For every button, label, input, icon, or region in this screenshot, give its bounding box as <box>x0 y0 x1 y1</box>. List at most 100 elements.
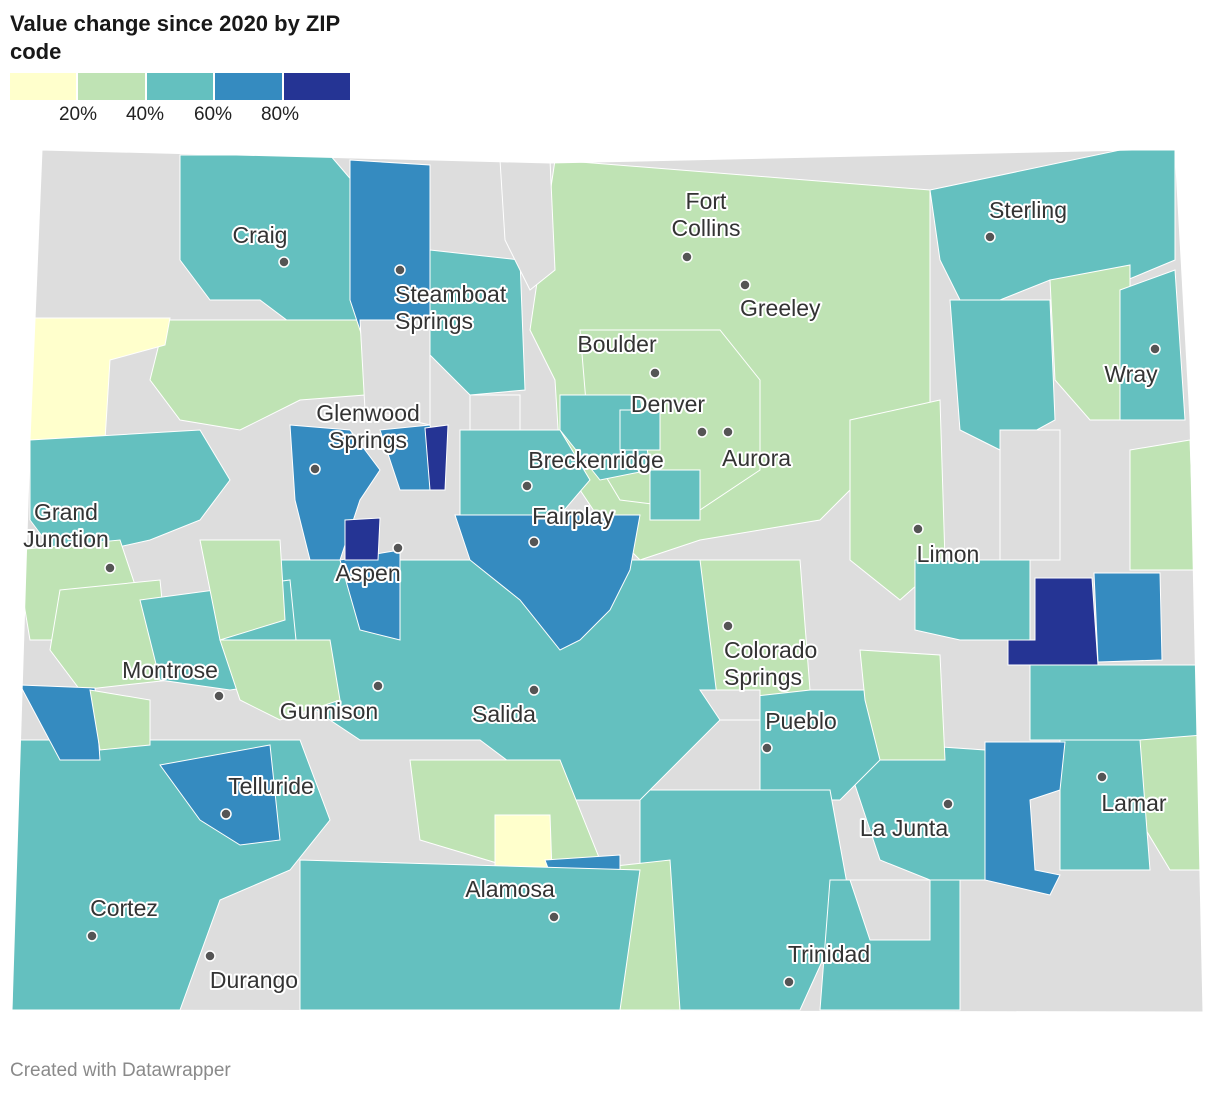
legend-swatches <box>10 73 351 100</box>
city-dot <box>86 930 98 942</box>
city-dot <box>521 480 533 492</box>
city-label: Greeley <box>740 295 821 321</box>
city-sterling: Sterling <box>984 195 1069 243</box>
city-label: Cortez <box>90 895 158 921</box>
city-label: Denver <box>631 391 705 417</box>
no-data-area <box>699 689 761 721</box>
city-label: Durango <box>210 967 298 993</box>
city-breckenridge: Breckenridge <box>521 445 666 492</box>
zip-region <box>199 539 286 641</box>
city-label: Glenwood Springs <box>316 400 420 453</box>
city-grand-junction: Grand Junction <box>21 497 116 574</box>
legend-swatch <box>146 73 214 100</box>
zip-regions <box>12 149 1203 1012</box>
no-data-area <box>469 394 521 431</box>
no-data-area <box>999 429 1061 561</box>
city-label: Aspen <box>335 560 400 586</box>
zip-region <box>649 469 701 521</box>
city-dot <box>372 680 384 692</box>
legend-tick-label: 20% <box>58 104 98 125</box>
zip-region <box>1093 572 1163 663</box>
city-dot <box>696 426 708 438</box>
city-label: Sterling <box>989 197 1067 223</box>
city-fairplay: Fairplay <box>528 501 616 548</box>
city-lamar: Lamar <box>1096 771 1169 818</box>
city-label: Trinidad <box>788 941 870 967</box>
city-dot <box>783 976 795 988</box>
city-dot <box>722 426 734 438</box>
city-label: Lamar <box>1101 790 1167 816</box>
city-dot <box>649 367 661 379</box>
city-fort-collins: Fort Collins <box>669 186 743 263</box>
legend-tick-label: 40% <box>125 104 165 125</box>
zip-region <box>1129 439 1196 571</box>
city-aurora: Aurora <box>720 426 793 473</box>
chart-title: Value change since 2020 by ZIP code <box>10 11 340 64</box>
zip-region <box>859 649 946 761</box>
city-label: Gunnison <box>280 698 378 724</box>
city-label: Fairplay <box>532 503 614 529</box>
zip-region <box>494 814 553 873</box>
city-gunnison: Gunnison <box>278 680 384 726</box>
zip-region <box>1029 664 1201 741</box>
city-greeley: Greeley <box>738 279 823 323</box>
state-outline <box>11 148 1204 1013</box>
city-dot <box>984 231 996 243</box>
zip-region <box>459 429 591 516</box>
no-data-area <box>849 879 931 941</box>
city-dot <box>309 463 321 475</box>
city-dot <box>104 562 116 574</box>
city-salida: Salida <box>470 684 540 729</box>
city-trinidad: Trinidad <box>783 939 872 988</box>
zip-region <box>19 684 101 761</box>
city-label: Alamosa <box>465 876 555 902</box>
city-markers: Craig Steamboat Springs Fort Collins Greeley S… <box>21 186 1169 995</box>
zip-region <box>344 517 381 561</box>
city-steamboat-springs: Steamboat Springs <box>393 264 509 336</box>
city-craig: Craig <box>231 220 290 268</box>
city-label: Telluride <box>228 773 314 799</box>
city-cortez: Cortez <box>86 893 160 942</box>
zip-region <box>49 579 171 691</box>
footer-credit: Created with Datawrapper <box>10 1060 231 1081</box>
city-dot <box>912 523 924 535</box>
legend-tick-label: 60% <box>193 104 233 125</box>
legend-swatch <box>283 73 351 100</box>
city-dot <box>722 620 734 632</box>
city-label: La Junta <box>860 815 948 841</box>
city-dot <box>528 684 540 696</box>
city-dot <box>1096 771 1108 783</box>
legend-swatch <box>10 73 77 100</box>
zip-region <box>1049 264 1131 421</box>
zip-region <box>619 409 661 451</box>
city-label: Limon <box>917 541 980 567</box>
city-label: Colorado Springs <box>724 637 817 690</box>
city-dot <box>1149 343 1161 355</box>
city-telluride: Telluride <box>220 771 316 820</box>
zip-region <box>339 549 401 641</box>
zip-region <box>159 744 281 846</box>
city-label: Salida <box>472 701 536 727</box>
zip-region <box>454 514 641 651</box>
no-data-area <box>359 319 431 426</box>
city-label: Grand Junction <box>23 499 109 552</box>
city-dot <box>942 798 954 810</box>
zip-region <box>29 429 231 561</box>
zip-region <box>219 639 341 721</box>
zip-region <box>759 689 881 801</box>
city-label: Craig <box>233 222 288 248</box>
color-legend: 20% 40% 60% 80% <box>10 73 351 133</box>
city-montrose: Montrose <box>120 655 225 702</box>
city-dot <box>681 251 693 263</box>
city-boulder: Boulder <box>575 329 661 379</box>
zip-region <box>1059 739 1151 871</box>
city-label: Wray <box>1104 361 1158 387</box>
city-dot <box>761 742 773 754</box>
city-dot <box>739 279 751 291</box>
city-dot <box>204 950 216 962</box>
city-label: Breckenridge <box>528 447 664 473</box>
legend-swatch <box>215 73 282 100</box>
legend-tick-label: 80% <box>260 104 300 125</box>
zip-region <box>949 299 1056 451</box>
city-limon: Limon <box>912 523 981 569</box>
